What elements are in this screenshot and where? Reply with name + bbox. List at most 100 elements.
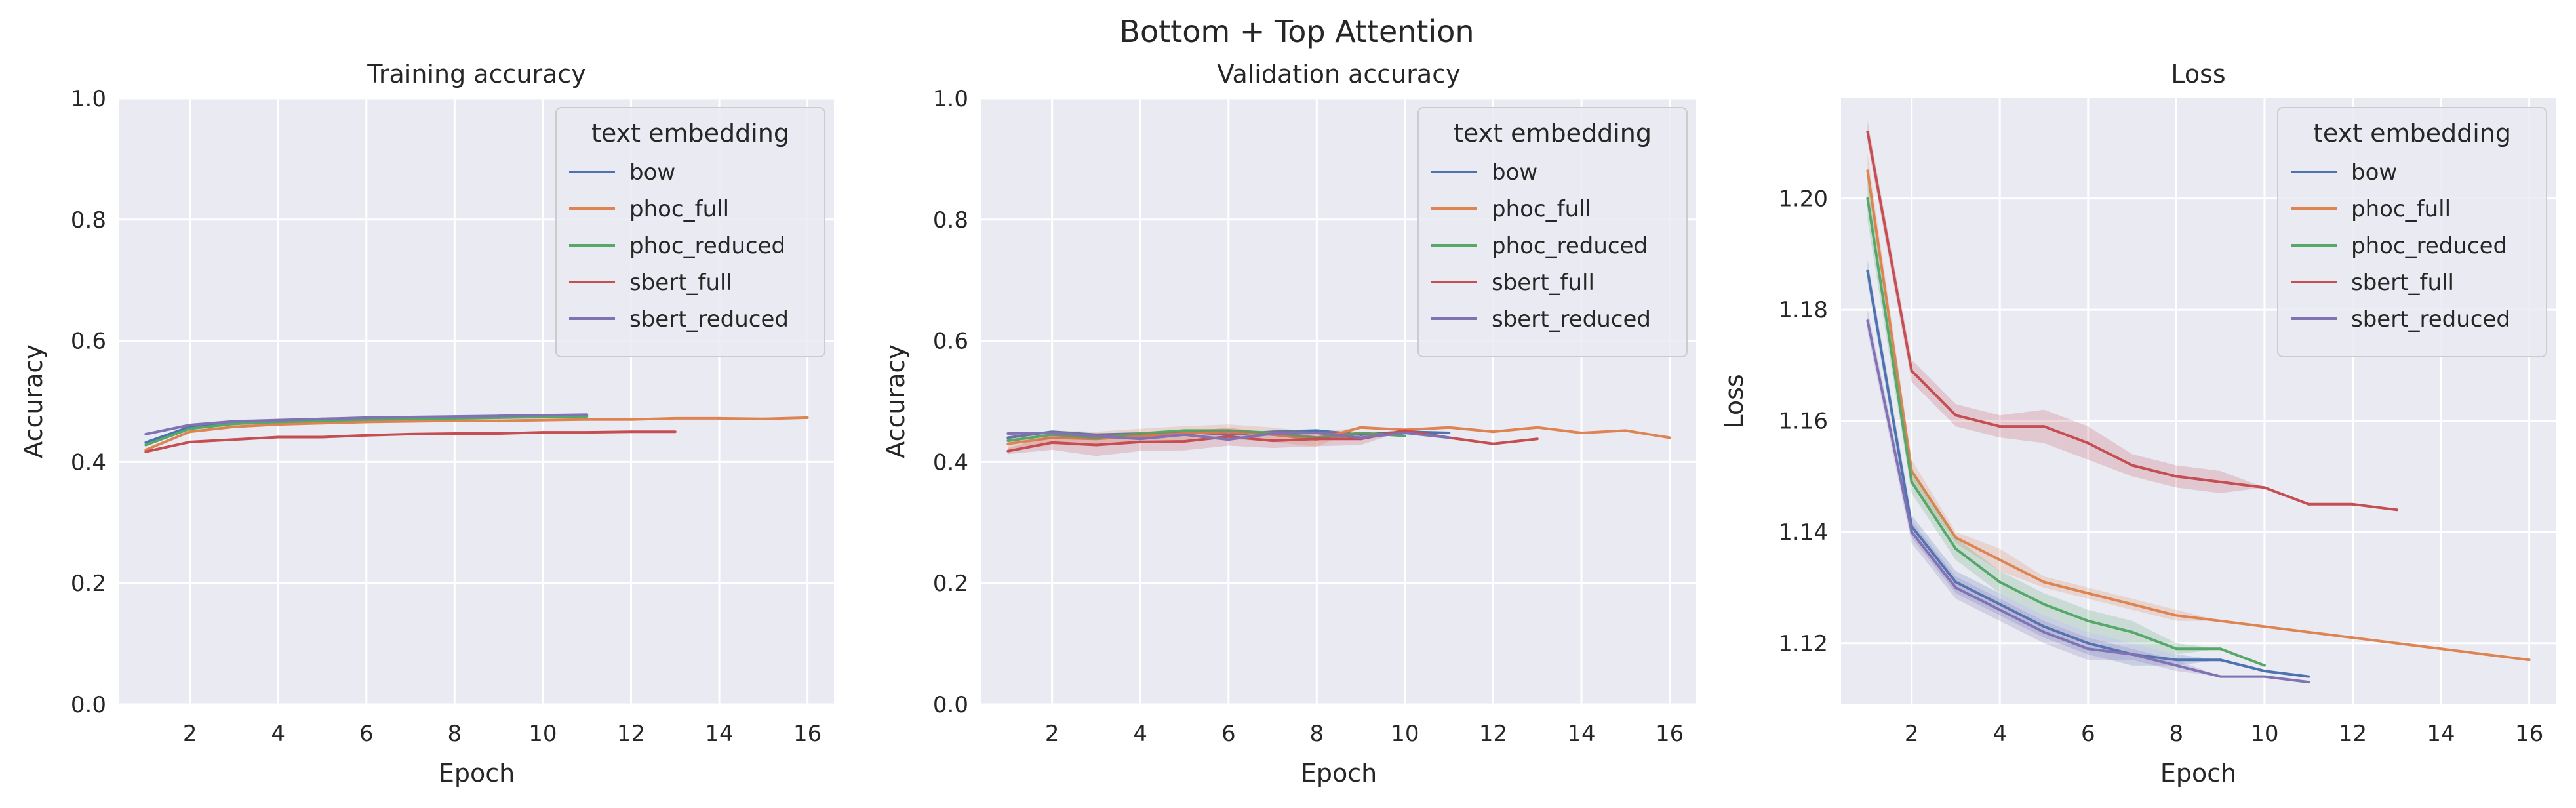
legend-box xyxy=(555,107,825,357)
data-point xyxy=(2219,619,2222,622)
data-point xyxy=(1536,426,1539,429)
data-point xyxy=(2527,658,2531,662)
data-point xyxy=(1866,130,1869,133)
series-sbert-reduced xyxy=(1006,432,1451,441)
data-point xyxy=(2395,508,2398,512)
data-point xyxy=(1315,429,1318,432)
data-point xyxy=(2307,502,2310,506)
data-point xyxy=(232,438,235,441)
legend: text embedding bow phoc_full phoc_reducedsb… xyxy=(2277,107,2547,357)
data-point xyxy=(2086,592,2090,595)
data-point xyxy=(1866,197,1869,200)
x-tick-label: 6 xyxy=(2081,721,2095,747)
data-point xyxy=(453,419,456,422)
data-point xyxy=(1139,434,1142,437)
data-point xyxy=(409,432,412,435)
x-tick-label: 10 xyxy=(528,721,557,747)
y-axis-label: Accuracy xyxy=(19,344,48,458)
confidence-band-sbert-reduced xyxy=(1867,310,2309,683)
legend-label-phoc-reduced: phoc_reduced xyxy=(1492,233,1648,259)
legend-label-phoc-reduced: phoc_reduced xyxy=(2351,233,2507,259)
legend: text embedding bow phoc_full phoc_reducedsb… xyxy=(1417,107,1688,357)
x-tick-label: 2 xyxy=(183,721,197,747)
y-tick-label: 0.0 xyxy=(933,692,968,718)
y-tick-label: 0.6 xyxy=(933,329,968,355)
legend: text embedding bow phoc_full phoc_reducedsb… xyxy=(555,107,825,357)
x-tick-label: 2 xyxy=(1905,721,1919,747)
y-tick-label: 1.12 xyxy=(1778,631,1828,657)
data-point xyxy=(409,420,412,423)
data-point xyxy=(2086,641,2090,645)
series-bow xyxy=(1866,259,2310,678)
legend-label-sbert-full: sbert_full xyxy=(2351,270,2454,296)
data-point xyxy=(497,419,500,422)
data-point xyxy=(1998,608,2002,611)
data-point xyxy=(1624,429,1627,432)
x-tick-label: 4 xyxy=(1133,721,1147,747)
legend-label-bow: bow xyxy=(629,159,675,186)
data-point xyxy=(806,416,809,419)
data-point xyxy=(232,425,235,428)
data-point xyxy=(2484,653,2487,656)
panel-loss: 2 4 6 8 10 12 14 16 1.12 1.14 1.16 1.18 1.20 Loss Epoc… xyxy=(1720,60,2556,788)
legend-label-sbert-reduced: sbert_reduced xyxy=(629,306,789,333)
legend-label-bow: bow xyxy=(1492,159,1537,186)
data-point xyxy=(718,416,721,420)
x-axis-label: Epoch xyxy=(1301,759,1377,788)
x-tick-label: 16 xyxy=(1655,721,1684,747)
data-point xyxy=(1448,436,1451,439)
y-tick-label: 0.2 xyxy=(71,571,106,597)
figure-title: Bottom + Top Attention xyxy=(1119,14,1474,49)
data-point xyxy=(188,427,191,430)
data-point xyxy=(585,418,589,421)
data-point xyxy=(1866,319,1869,323)
data-point xyxy=(188,430,191,434)
data-point xyxy=(2175,475,2178,478)
data-point xyxy=(1403,434,1406,437)
data-point xyxy=(144,432,148,435)
y-tick-label: 1.16 xyxy=(1778,409,1828,435)
y-tick-label: 0.0 xyxy=(71,692,106,718)
data-point xyxy=(1271,432,1275,435)
x-axis-label: Epoch xyxy=(439,759,515,788)
data-point xyxy=(365,434,368,437)
data-point xyxy=(365,416,368,419)
data-point xyxy=(541,414,544,417)
data-point xyxy=(365,420,368,424)
data-point xyxy=(2263,675,2266,678)
data-point xyxy=(673,430,677,434)
data-point xyxy=(1492,442,1495,445)
data-point xyxy=(277,435,280,439)
x-tick-label: 12 xyxy=(2339,721,2367,747)
data-point xyxy=(2219,658,2222,662)
data-point xyxy=(1227,438,1230,441)
y-tick-label: 0.8 xyxy=(933,207,968,233)
data-point xyxy=(144,450,148,453)
data-point xyxy=(321,422,324,425)
x-tick-label: 6 xyxy=(1221,721,1236,747)
data-point xyxy=(1183,429,1186,432)
legend-label-phoc-full: phoc_full xyxy=(2351,196,2451,222)
data-point xyxy=(1006,442,1010,445)
legend-label-bow: bow xyxy=(2351,159,2397,186)
data-point xyxy=(1668,436,1671,439)
data-point xyxy=(2219,647,2222,651)
series-phoc-reduced xyxy=(1866,176,2266,667)
data-point xyxy=(2175,664,2178,667)
legend-label-sbert-full: sbert_full xyxy=(1492,270,1595,296)
x-tick-label: 4 xyxy=(1992,721,2007,747)
data-point xyxy=(1094,434,1098,437)
data-point xyxy=(2086,647,2090,651)
data-point xyxy=(2131,630,2134,634)
series-line-phoc-reduced xyxy=(1866,198,2265,667)
data-point xyxy=(497,432,500,435)
data-point xyxy=(1998,558,2002,561)
series-sbert-reduced xyxy=(144,413,589,435)
data-point xyxy=(232,420,235,423)
legend-label-phoc-full: phoc_full xyxy=(629,196,729,222)
chart-title: Training accuracy xyxy=(367,60,585,89)
data-point xyxy=(1580,432,1583,435)
y-tick-label: 1.18 xyxy=(1778,297,1828,323)
data-point xyxy=(1910,369,1913,373)
data-point xyxy=(1359,426,1362,429)
